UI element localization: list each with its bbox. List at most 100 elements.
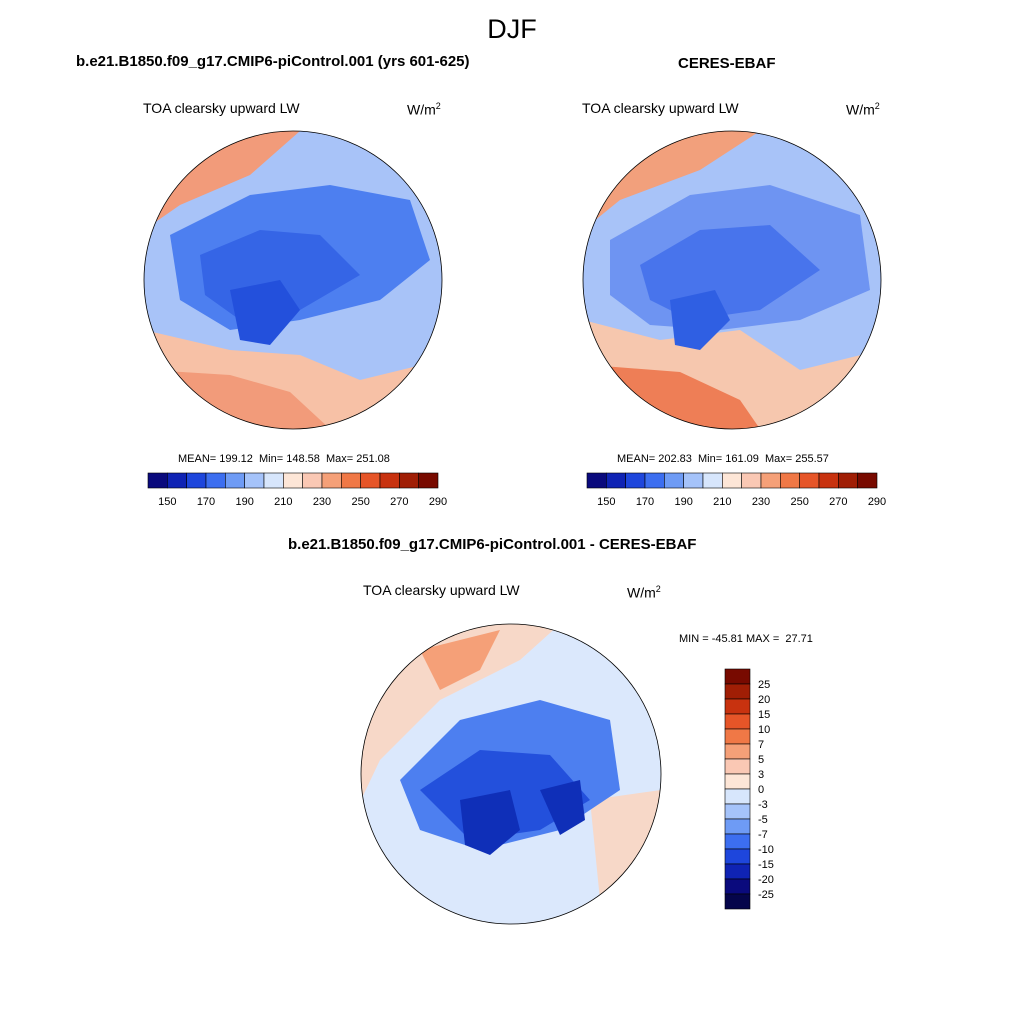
model-colorbar-tick-label: 270 (390, 496, 408, 508)
diff-barents-cold (540, 780, 585, 835)
model-colorbar-box (186, 472, 207, 489)
obs-colorbar-box (722, 472, 742, 489)
obs-map-border (582, 130, 882, 430)
diff-colorbar-box (724, 803, 751, 820)
obs-colorbar-box (664, 472, 684, 489)
obs-colorbar-tick-label: 150 (597, 496, 615, 508)
model-stats: MEAN= 199.12 Min= 148.58 Max= 251.08 (178, 453, 390, 465)
diff-colorbar-tick-label: -7 (758, 829, 768, 841)
diff-stats: MIN = -45.81 MAX = 27.71 (679, 633, 813, 645)
model-map-border (143, 130, 443, 430)
obs-variable-label: TOA clearsky upward LW (582, 100, 739, 116)
model-units: W/m2 (407, 101, 441, 118)
model-variable-label: TOA clearsky upward LW (143, 100, 300, 116)
diff-atlantic-warm (590, 790, 661, 900)
obs-greenland-cold (670, 290, 730, 350)
diff-colorbar-box (724, 713, 751, 730)
model-colorbar-box (341, 472, 361, 489)
diff-colorbar-tick-label: 20 (758, 694, 770, 706)
model-colorbar-box (205, 472, 226, 489)
model-colorbar-tick-label: 230 (313, 496, 331, 508)
model-colorbar-box (283, 472, 303, 489)
model-colorbar-tick-label: 210 (274, 496, 292, 508)
obs-colorbar-box (799, 472, 820, 489)
diff-colorbar-box (724, 698, 751, 715)
model-colorbar-tick-label: 170 (197, 496, 215, 508)
model-colorbar-tick-label: 190 (235, 496, 253, 508)
obs-colorbar-tick-label: 250 (790, 496, 808, 508)
diff-colorbar: 25 20 15 10 7 5 3 0 -3 -5 -7 -10 -15 -20 -25 (724, 668, 774, 910)
model-colorbar-box (225, 472, 245, 489)
obs-colorbar-box (818, 472, 839, 489)
model-colorbar-box (399, 472, 419, 489)
model-colorbar-box (263, 472, 284, 489)
diff-colorbar-tick-label: 3 (758, 769, 764, 781)
obs-colorbar-box (741, 472, 762, 489)
diff-polar-map (361, 624, 661, 924)
diff-colorbar-tick-label: -15 (758, 859, 774, 871)
obs-colorbar-tick-label: 210 (713, 496, 731, 508)
diff-colorbar-tick-label: -5 (758, 814, 768, 826)
diff-colorbar-box (724, 878, 751, 895)
model-panel-title: b.e21.B1850.f09_g17.CMIP6-piControl.001 … (76, 53, 470, 70)
diff-colorbar-box (724, 668, 751, 685)
model-colorbar: 150 170 190 210 230 250 270 290 (147, 472, 447, 508)
model-colorbar-tick-label: 250 (351, 496, 369, 508)
obs-colorbar: 150 170 190 210 230 250 270 290 (586, 472, 886, 508)
model-colorbar-box (244, 472, 265, 489)
obs-colorbar-box (606, 472, 626, 489)
diff-colorbar-box (724, 833, 751, 850)
model-colorbar-tick-label: 150 (158, 496, 176, 508)
diff-colorbar-box (724, 863, 751, 880)
diff-colorbar-tick-label: 10 (758, 724, 770, 736)
diff-panel-title: b.e21.B1850.f09_g17.CMIP6-piControl.001 … (288, 536, 697, 553)
model-colorbar-box (167, 472, 187, 489)
obs-colorbar-tick-label: 290 (868, 496, 886, 508)
obs-colorbar-tick-label: 230 (752, 496, 770, 508)
diff-variable-label: TOA clearsky upward LW (363, 582, 520, 598)
diff-colorbar-tick-label: -10 (758, 844, 774, 856)
obs-colorbar-box (702, 472, 723, 489)
diff-map-border (360, 623, 662, 925)
diff-siberia-warm (420, 630, 500, 690)
obs-colorbar-tick-label: 190 (674, 496, 692, 508)
obs-panel-title: CERES-EBAF (678, 55, 776, 72)
diff-greenland-cold (460, 790, 520, 855)
diff-colorbar-tick-label: -20 (758, 874, 774, 886)
diff-colorbar-box (724, 893, 751, 910)
obs-colorbar-tick-label: 270 (829, 496, 847, 508)
obs-units: W/m2 (846, 101, 880, 118)
diff-colorbar-tick-label: 7 (758, 739, 764, 751)
model-polar-map (144, 131, 442, 429)
diff-colorbar-box (724, 848, 751, 865)
diff-colorbar-tick-label: 25 (758, 679, 770, 691)
model-colorbar-box (302, 472, 323, 489)
diff-colorbar-box (724, 683, 751, 700)
model-greenland-cold (230, 280, 300, 345)
diff-colorbar-tick-label: 0 (758, 784, 764, 796)
diff-colorbar-tick-label: 15 (758, 709, 770, 721)
obs-arctic-colder (640, 225, 820, 320)
model-colorbar-box (418, 472, 439, 489)
diff-units: W/m2 (627, 584, 661, 601)
diff-colorbar-box (724, 788, 751, 805)
obs-colorbar-box (586, 472, 607, 489)
obs-colorbar-box (760, 472, 781, 489)
diff-colorbar-box (724, 758, 751, 775)
diff-colorbar-tick-label: -25 (758, 889, 774, 901)
model-colorbar-box (360, 472, 381, 489)
diff-colorbar-tick-label: 5 (758, 754, 764, 766)
obs-polar-map (583, 131, 881, 429)
season-title: DJF (487, 14, 537, 44)
diff-colorbar-box (724, 728, 751, 745)
diff-colorbar-box (724, 773, 751, 790)
obs-colorbar-box (644, 472, 665, 489)
obs-colorbar-box (780, 472, 800, 489)
obs-colorbar-box (683, 472, 704, 489)
diff-pacific-warm (361, 624, 560, 800)
model-colorbar-box (379, 472, 400, 489)
obs-colorbar-tick-label: 170 (636, 496, 654, 508)
diff-colorbar-box (724, 743, 751, 760)
model-colorbar-box (147, 472, 168, 489)
